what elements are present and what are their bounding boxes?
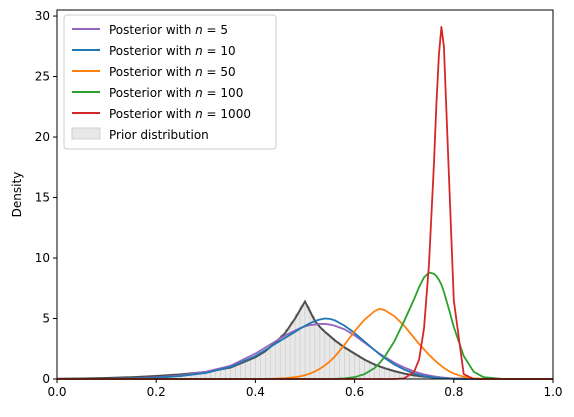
prior-bar xyxy=(265,349,270,379)
x-axis: 0.0 0.2 0.4 0.6 0.8 1.0 xyxy=(47,379,562,399)
legend-label-1: Posterior with n = 10 xyxy=(109,44,236,58)
prior-bar xyxy=(236,364,241,379)
prior-bar xyxy=(250,358,255,379)
prior-bar xyxy=(350,352,355,379)
y-axis: 0 5 10 15 20 25 30 xyxy=(35,9,57,386)
prior-bar xyxy=(226,368,231,379)
legend-swatch-prior xyxy=(72,128,100,139)
prior-bar xyxy=(275,340,280,379)
y-tick-label: 15 xyxy=(35,191,50,205)
x-tick-label: 0.4 xyxy=(246,385,265,399)
y-tick-label: 10 xyxy=(35,251,50,265)
y-tick-label: 30 xyxy=(35,9,50,23)
prior-bar xyxy=(255,356,260,379)
y-tick-label: 0 xyxy=(42,372,50,386)
prior-bar xyxy=(245,360,250,379)
prior-bar xyxy=(270,345,275,379)
prior-bar xyxy=(300,306,305,379)
prior-bar xyxy=(365,361,370,379)
x-tick-label: 0.8 xyxy=(444,385,463,399)
prior-bar xyxy=(295,314,300,379)
y-axis-label: Density xyxy=(10,172,24,218)
prior-bar xyxy=(320,329,325,379)
prior-bar xyxy=(305,306,310,379)
y-tick-label: 20 xyxy=(35,130,50,144)
x-tick-label: 0.0 xyxy=(47,385,66,399)
x-tick-label: 0.2 xyxy=(147,385,166,399)
prior-bar xyxy=(260,353,265,379)
prior-bar xyxy=(325,334,330,379)
legend-label-3: Posterior with n = 100 xyxy=(109,86,243,100)
legend-label-0: Posterior with n = 5 xyxy=(109,23,228,37)
prior-bar xyxy=(335,342,340,379)
prior-bar xyxy=(280,335,285,379)
prior-bar xyxy=(345,349,350,379)
legend: Posterior with n = 5 Posterior with n = 1… xyxy=(64,15,276,149)
legend-label-2: Posterior with n = 50 xyxy=(109,65,236,79)
x-tick-label: 0.6 xyxy=(345,385,364,399)
x-tick-label: 1.0 xyxy=(543,385,562,399)
legend-label-4: Posterior with n = 1000 xyxy=(109,107,251,121)
prior-bar xyxy=(221,369,226,379)
prior-bar xyxy=(231,366,236,379)
y-tick-label: 25 xyxy=(35,70,50,84)
legend-label-prior: Prior distribution xyxy=(109,128,209,142)
prior-bar xyxy=(379,367,384,379)
prior-bar xyxy=(241,362,246,379)
prior-layer xyxy=(57,302,553,379)
y-tick-label: 5 xyxy=(42,312,50,326)
